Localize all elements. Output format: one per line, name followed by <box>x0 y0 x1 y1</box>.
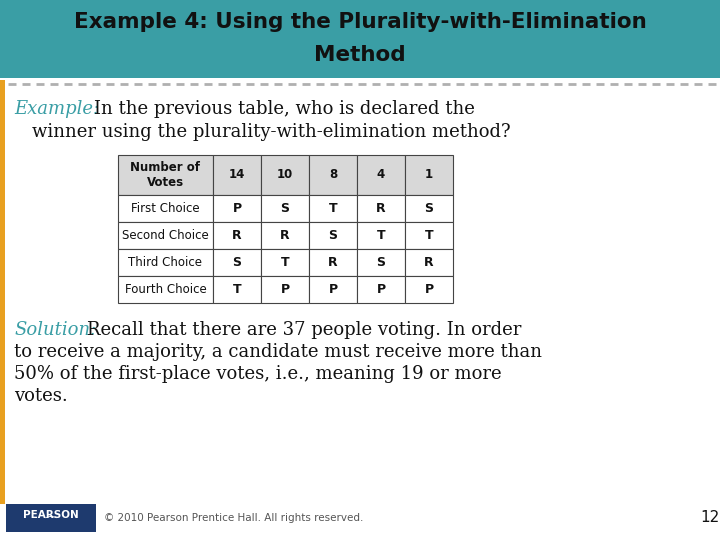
Text: © 2010 Pearson Prentice Hall. All rights reserved.: © 2010 Pearson Prentice Hall. All rights… <box>104 513 364 523</box>
Text: P: P <box>328 283 338 296</box>
FancyBboxPatch shape <box>357 195 405 222</box>
FancyBboxPatch shape <box>213 155 261 195</box>
Text: Fourth Choice: Fourth Choice <box>125 283 207 296</box>
FancyBboxPatch shape <box>357 276 405 303</box>
Text: Number of
Votes: Number of Votes <box>130 161 200 189</box>
FancyBboxPatch shape <box>261 195 309 222</box>
FancyBboxPatch shape <box>357 222 405 249</box>
FancyBboxPatch shape <box>309 222 357 249</box>
FancyBboxPatch shape <box>405 249 453 276</box>
FancyBboxPatch shape <box>405 155 453 195</box>
Text: P: P <box>280 283 289 296</box>
Text: Third Choice: Third Choice <box>128 256 202 269</box>
FancyBboxPatch shape <box>309 195 357 222</box>
Text: First Choice: First Choice <box>131 202 200 215</box>
FancyBboxPatch shape <box>261 276 309 303</box>
Text: P: P <box>424 283 433 296</box>
FancyBboxPatch shape <box>0 0 720 78</box>
Text: S: S <box>281 202 289 215</box>
FancyBboxPatch shape <box>309 155 357 195</box>
FancyBboxPatch shape <box>213 276 261 303</box>
FancyBboxPatch shape <box>261 155 309 195</box>
FancyBboxPatch shape <box>405 195 453 222</box>
FancyBboxPatch shape <box>261 222 309 249</box>
Text: Example:: Example: <box>14 100 99 118</box>
FancyBboxPatch shape <box>357 155 405 195</box>
Text: Example 4: Using the Plurality-with-Elimination: Example 4: Using the Plurality-with-Elim… <box>73 12 647 32</box>
Text: R: R <box>424 256 434 269</box>
FancyBboxPatch shape <box>309 276 357 303</box>
Text: to receive a majority, a candidate must receive more than: to receive a majority, a candidate must … <box>14 343 542 361</box>
Text: 8: 8 <box>329 168 337 181</box>
Text: R: R <box>376 202 386 215</box>
Text: S: S <box>377 256 385 269</box>
Text: S: S <box>233 256 241 269</box>
Text: Second Choice: Second Choice <box>122 229 209 242</box>
FancyBboxPatch shape <box>118 222 213 249</box>
Text: P: P <box>233 202 242 215</box>
Text: R: R <box>328 256 338 269</box>
FancyBboxPatch shape <box>213 195 261 222</box>
Text: R: R <box>232 229 242 242</box>
Text: PEARSON: PEARSON <box>23 510 79 519</box>
Text: Method: Method <box>314 45 406 65</box>
Text: T: T <box>329 202 337 215</box>
Text: votes.: votes. <box>14 387 68 405</box>
Text: T: T <box>425 229 433 242</box>
FancyBboxPatch shape <box>118 195 213 222</box>
FancyBboxPatch shape <box>213 222 261 249</box>
FancyBboxPatch shape <box>118 249 213 276</box>
Text: R: R <box>280 229 290 242</box>
Text: winner using the plurality-with-elimination method?: winner using the plurality-with-eliminat… <box>32 123 510 141</box>
FancyBboxPatch shape <box>405 222 453 249</box>
Text: In the previous table, who is declared the: In the previous table, who is declared t… <box>94 100 475 118</box>
Text: 4: 4 <box>377 168 385 181</box>
FancyBboxPatch shape <box>0 80 5 504</box>
Text: 10: 10 <box>277 168 293 181</box>
FancyBboxPatch shape <box>357 249 405 276</box>
Text: T: T <box>281 256 289 269</box>
Text: P: P <box>377 283 386 296</box>
Text: T: T <box>233 283 241 296</box>
FancyBboxPatch shape <box>309 249 357 276</box>
Text: 12: 12 <box>701 510 719 525</box>
Text: Solution:: Solution: <box>14 321 96 339</box>
Text: S: S <box>425 202 433 215</box>
Text: S: S <box>328 229 338 242</box>
FancyBboxPatch shape <box>118 276 213 303</box>
Text: ⁀: ⁀ <box>46 518 56 531</box>
FancyBboxPatch shape <box>213 249 261 276</box>
Text: T: T <box>377 229 385 242</box>
Text: Recall that there are 37 people voting. In order: Recall that there are 37 people voting. … <box>87 321 521 339</box>
FancyBboxPatch shape <box>261 249 309 276</box>
FancyBboxPatch shape <box>6 504 96 532</box>
Text: 50% of the first-place votes, i.e., meaning 19 or more: 50% of the first-place votes, i.e., mean… <box>14 365 502 383</box>
FancyBboxPatch shape <box>118 155 213 195</box>
Text: 14: 14 <box>229 168 246 181</box>
Text: 1: 1 <box>425 168 433 181</box>
FancyBboxPatch shape <box>405 276 453 303</box>
